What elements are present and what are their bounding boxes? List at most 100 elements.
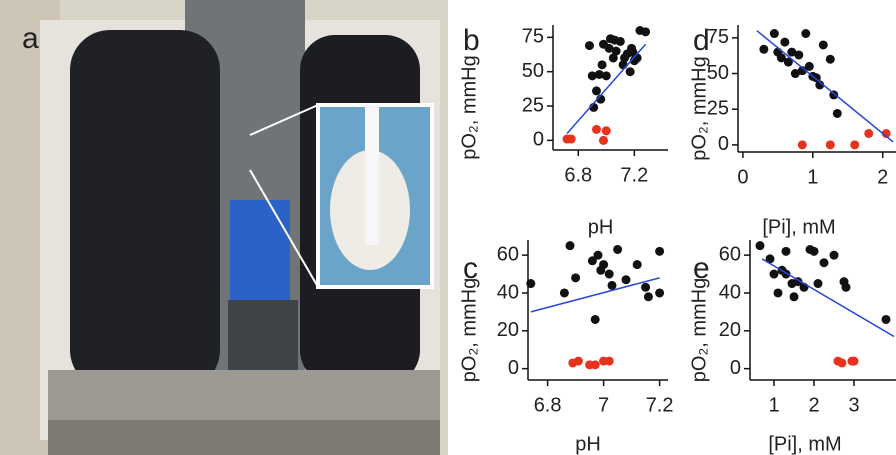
- x-axis-label: [Pi], mM: [768, 433, 841, 455]
- point: [655, 288, 665, 298]
- panel-label: a: [22, 22, 39, 55]
- chart: d 0 25 50 75 0 1 2 [Pi], mM pO₂, mmHg: [688, 24, 896, 238]
- point: [615, 36, 625, 46]
- point: [526, 279, 536, 289]
- y-tick-label: 75: [522, 26, 544, 48]
- x-tick-label: 1: [768, 394, 779, 416]
- fit-line: [756, 30, 894, 143]
- y-tick-label: 25: [522, 94, 544, 116]
- chart: e 0 20 40 60 1 2 3 [Pi], mM pO₂, mmHg: [688, 240, 896, 455]
- chart: b 0 25 50 75 6.8 7.2 pH pO₂, mmHg: [458, 24, 668, 238]
- chart: c 0 20 40 60 6.8 7 7.2 pH pO₂, mmHg: [458, 240, 674, 455]
- zoom-line: [249, 104, 319, 136]
- point: [789, 292, 799, 302]
- photo: a: [0, 0, 448, 455]
- point: [837, 358, 847, 368]
- point: [769, 269, 779, 279]
- point: [780, 37, 790, 47]
- x-tick-label: 7.2: [620, 164, 648, 186]
- x-axis-label: pH: [575, 433, 601, 455]
- y-tick-label: 20: [497, 319, 519, 341]
- point: [781, 246, 791, 256]
- point: [790, 69, 800, 79]
- point: [597, 60, 607, 70]
- point: [627, 43, 637, 53]
- point: [641, 282, 651, 292]
- x-tick-label: 6.8: [534, 394, 562, 416]
- point: [759, 44, 769, 54]
- point: [794, 50, 804, 60]
- y-tick-label: 0: [533, 129, 544, 151]
- point: [776, 53, 786, 63]
- y-tick-label: 40: [497, 281, 519, 303]
- point: [566, 134, 576, 144]
- y-tick-label: 25: [707, 97, 729, 119]
- fit-line: [761, 258, 895, 338]
- fit-line: [530, 277, 660, 313]
- panel-label: e: [693, 252, 710, 285]
- point: [813, 279, 823, 289]
- point: [571, 273, 581, 283]
- x-tick-label: 7: [598, 394, 609, 416]
- point: [590, 360, 600, 370]
- point: [598, 135, 608, 145]
- point: [641, 27, 651, 37]
- point: [643, 292, 653, 302]
- y-tick-label: 60: [497, 243, 519, 265]
- point: [755, 241, 765, 251]
- y-tick-label: 50: [522, 60, 544, 82]
- y-axis-label: pO₂, mmHg: [688, 56, 710, 160]
- y-axis-label: pO₂, mmHg: [458, 55, 480, 159]
- probe: [365, 105, 379, 245]
- point: [773, 288, 783, 298]
- x-tick-label: 6.8: [564, 164, 592, 186]
- point: [849, 356, 859, 366]
- point: [611, 46, 621, 56]
- y-tick-label: 50: [707, 62, 729, 84]
- y-tick-label: 60: [719, 243, 741, 265]
- point: [613, 244, 623, 254]
- panel-label: b: [463, 24, 480, 57]
- y-tick-label: 40: [719, 281, 741, 303]
- point: [797, 66, 807, 76]
- point: [565, 241, 575, 251]
- point: [787, 47, 797, 57]
- coil-left: [70, 30, 220, 390]
- point: [832, 108, 842, 118]
- point: [591, 86, 601, 96]
- point: [769, 29, 779, 39]
- zoom-line: [249, 169, 319, 288]
- point: [765, 254, 775, 264]
- rail-base: [48, 420, 440, 455]
- point: [881, 128, 891, 138]
- point: [587, 256, 597, 266]
- y-tick-label: 75: [707, 26, 729, 48]
- y-axis-label: pO₂, mmHg: [688, 278, 710, 382]
- point: [587, 71, 597, 81]
- point: [818, 40, 828, 50]
- point: [594, 69, 604, 79]
- point: [604, 269, 614, 279]
- point: [797, 140, 807, 150]
- point: [608, 53, 618, 63]
- point: [850, 140, 860, 150]
- point: [584, 41, 594, 51]
- point: [825, 140, 835, 150]
- point: [783, 57, 793, 67]
- x-tick-label: 1: [807, 166, 818, 188]
- point: [655, 246, 665, 256]
- x-axis-label: [Pi], mM: [762, 216, 835, 238]
- point: [591, 124, 601, 134]
- point: [621, 275, 631, 285]
- point: [811, 73, 821, 83]
- y-axis-label: pO₂, mmHg: [458, 278, 480, 382]
- point: [841, 282, 851, 292]
- point: [559, 288, 569, 298]
- point: [604, 356, 614, 366]
- x-axis-label: pH: [588, 216, 614, 238]
- panel-label: c: [463, 252, 478, 285]
- y-tick-label: 20: [719, 319, 741, 341]
- point: [590, 314, 600, 324]
